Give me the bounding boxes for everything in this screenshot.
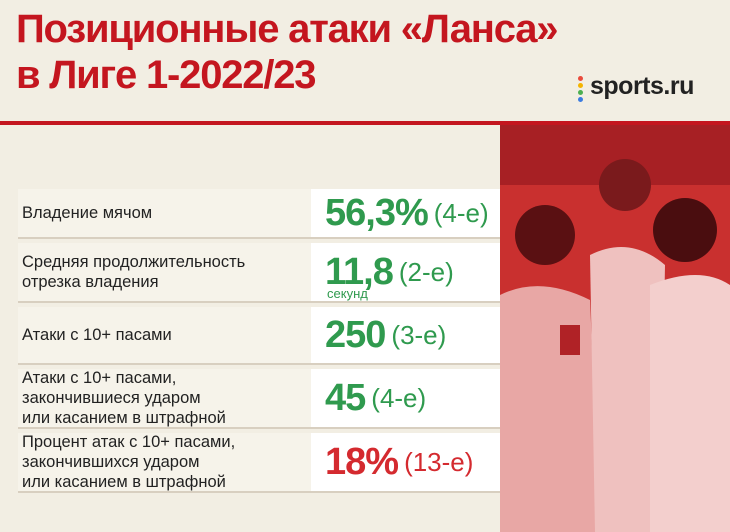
logo: sports.ru xyxy=(590,72,694,100)
rank: (13-е) xyxy=(404,446,474,477)
label-line: отрезка владения xyxy=(22,273,159,291)
logo-dots xyxy=(578,76,584,104)
value-cell: 45 (4-е) xyxy=(311,369,500,427)
row: Владение мячом 56,3% (4-е) xyxy=(18,189,500,239)
stats-table: Владение мячом 56,3% (4-е) Средняя продолжи… xyxy=(18,189,500,497)
value-cell: 11,8 (2-е) секунд xyxy=(311,243,500,301)
value: 45 xyxy=(325,376,366,419)
rank: (4-е) xyxy=(371,382,427,413)
value: 250 xyxy=(325,313,386,356)
label-cell: Атаки с 10+ пасами, закончившиеся ударом и… xyxy=(18,369,311,427)
label-cell: Средняя продолжительность отрезка владени… xyxy=(18,243,311,301)
row: Средняя продолжительность отрезка владени… xyxy=(18,243,500,303)
value: 11,8 xyxy=(325,250,394,293)
rank: (3-е) xyxy=(391,319,447,350)
label-cell: Атаки с 10+ пасами xyxy=(18,307,311,363)
title-line: в Лиге 1-2022/23 xyxy=(16,53,317,97)
unit: секунд xyxy=(327,286,368,301)
label-line: закончившиеся ударом xyxy=(22,389,201,407)
value: 56,3% xyxy=(325,191,429,234)
label-cell: Владение мячом xyxy=(18,189,311,237)
photo xyxy=(500,125,730,532)
rank: (2-е) xyxy=(398,256,454,287)
label-line: Атаки с 10+ пасами xyxy=(22,326,172,344)
rank: (4-е) xyxy=(433,197,489,228)
row: Атаки с 10+ пасами 250 (3-е) xyxy=(18,307,500,365)
label-line: Процент атак с 10+ пасами, xyxy=(22,433,236,451)
label-line: Средняя продолжительность xyxy=(22,253,246,271)
label-line: Владение мячом xyxy=(22,204,153,222)
value-cell: 18% (13-е) xyxy=(311,433,500,491)
row: Процент атак с 10+ пасами, закончившихся … xyxy=(18,433,500,493)
value-cell: 56,3% (4-е) xyxy=(311,189,500,237)
label-line: или касанием в штрафной xyxy=(22,473,226,491)
divider xyxy=(0,121,730,125)
label-cell: Процент атак с 10+ пасами, закончившихся … xyxy=(18,433,311,491)
title: Позиционные атаки «Ланса» в Лиге 1-2022/2… xyxy=(16,6,559,98)
label-line: закончившихся ударом xyxy=(22,453,200,471)
value-cell: 250 (3-е) xyxy=(311,307,500,363)
title-line: Позиционные атаки «Ланса» xyxy=(16,7,559,51)
label-line: Атаки с 10+ пасами, xyxy=(22,369,177,387)
value: 18% xyxy=(325,440,399,483)
label-line: или касанием в штрафной xyxy=(22,409,226,427)
row: Атаки с 10+ пасами, закончившиеся ударом и… xyxy=(18,369,500,429)
